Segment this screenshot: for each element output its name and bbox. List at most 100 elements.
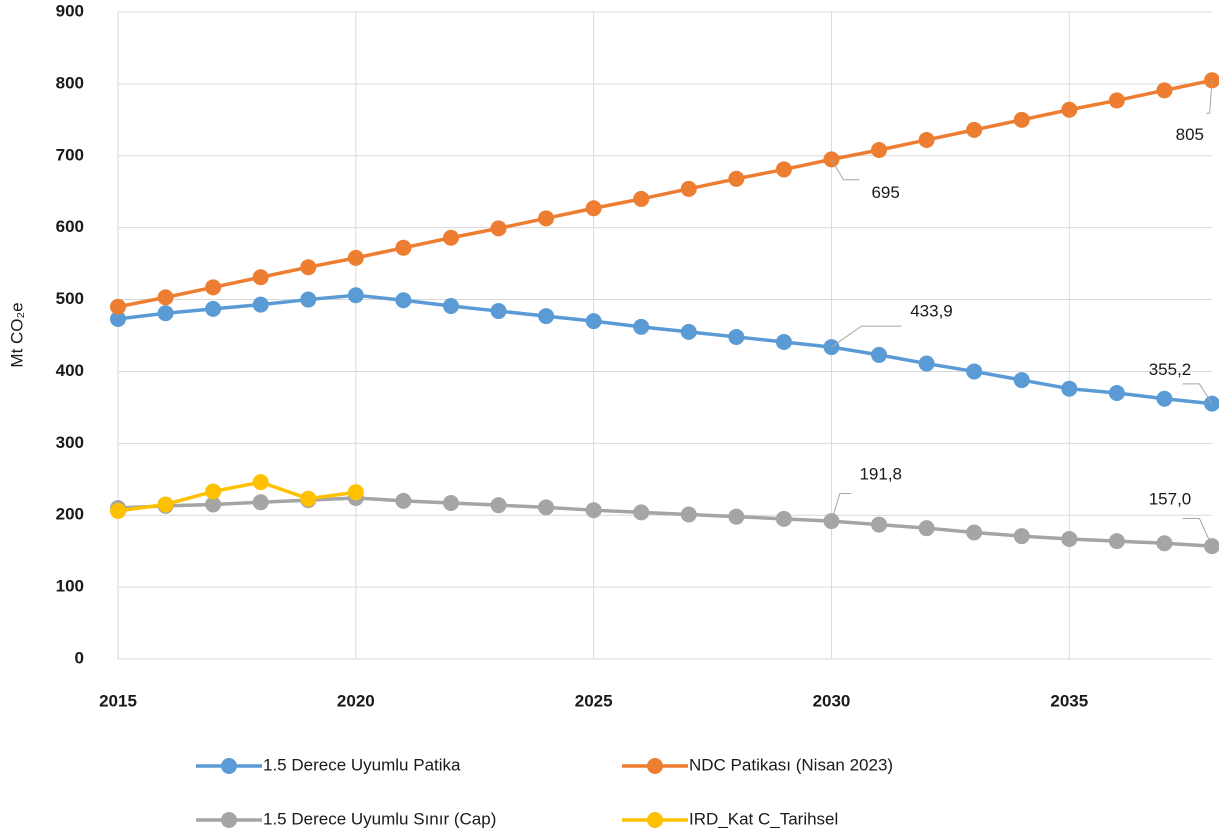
- data-point: [110, 310, 126, 327]
- label-leader: [1206, 80, 1213, 114]
- data-point: [775, 161, 792, 178]
- legend-label: 1.5 Derece Uyumlu Patika: [263, 755, 461, 774]
- data-point: [966, 121, 983, 138]
- data-point: [395, 292, 412, 309]
- data-point: [633, 190, 650, 207]
- data-point: [1013, 528, 1030, 545]
- data-label: 355,2: [1149, 360, 1192, 379]
- legend-label: IRD_Kat C_Tarihsel: [689, 809, 838, 828]
- data-point: [252, 494, 269, 511]
- y-tick-label: 800: [56, 73, 84, 92]
- legend-item: 1.5 Derece Uyumlu Patika: [196, 755, 461, 774]
- legend-marker: [221, 812, 237, 828]
- y-tick-label: 300: [56, 433, 84, 452]
- data-point: [918, 131, 935, 148]
- x-tick-label: 2015: [99, 691, 137, 710]
- legend-marker: [647, 812, 663, 828]
- data-label: 433,9: [910, 302, 953, 321]
- data-point: [157, 496, 174, 513]
- data-point: [918, 520, 935, 537]
- legend-label: NDC Patikası (Nisan 2023): [689, 755, 893, 774]
- y-tick-label: 100: [56, 577, 84, 596]
- data-point: [442, 495, 459, 512]
- y-tick-label: 0: [75, 648, 84, 667]
- data-point: [538, 308, 555, 325]
- data-point: [1061, 530, 1078, 547]
- data-point: [252, 296, 269, 313]
- data-point: [1061, 101, 1078, 118]
- label-leader: [831, 159, 860, 181]
- data-point: [252, 474, 269, 491]
- data-point: [633, 504, 650, 521]
- data-point: [157, 289, 174, 306]
- data-point: [728, 328, 745, 345]
- label-leader: [830, 493, 852, 522]
- x-tick-label: 2025: [575, 691, 613, 710]
- data-point: [300, 490, 317, 507]
- data-point: [680, 506, 697, 523]
- data-point: [205, 300, 222, 317]
- data-point: [680, 323, 697, 340]
- data-point: [205, 483, 222, 500]
- data-point: [1013, 372, 1030, 389]
- data-point: [680, 180, 697, 197]
- data-point: [347, 287, 364, 304]
- data-point: [728, 508, 745, 525]
- data-point: [490, 497, 507, 514]
- legend-marker: [221, 758, 237, 774]
- data-point: [442, 298, 459, 315]
- y-tick-label: 200: [56, 505, 84, 524]
- x-tick-label: 2030: [813, 691, 851, 710]
- data-point: [1108, 533, 1125, 550]
- data-label: 191,8: [859, 465, 902, 484]
- data-point: [775, 333, 792, 350]
- data-point: [347, 249, 364, 266]
- data-point: [395, 492, 412, 509]
- data-point: [1013, 111, 1030, 128]
- data-point: [633, 318, 650, 335]
- legend-marker: [647, 758, 663, 774]
- y-tick-label: 700: [56, 145, 84, 164]
- data-point: [918, 355, 935, 372]
- data-point: [966, 363, 983, 380]
- data-point: [585, 313, 602, 330]
- data-point: [871, 516, 888, 533]
- label-leader: [1182, 383, 1213, 404]
- series-line: [117, 78, 1213, 309]
- data-point: [585, 200, 602, 217]
- data-point: [157, 305, 174, 322]
- data-point: [110, 298, 126, 315]
- data-label: 805: [1176, 125, 1204, 144]
- data-label: 695: [871, 183, 899, 202]
- data-point: [871, 142, 888, 159]
- data-point: [442, 229, 459, 246]
- data-point: [205, 279, 222, 296]
- legend-item: IRD_Kat C_Tarihsel: [622, 809, 838, 828]
- x-tick-label: 2020: [337, 691, 375, 710]
- series-line: [117, 293, 1213, 406]
- label-leader: [831, 325, 902, 348]
- legend: 1.5 Derece Uyumlu Patika NDC Patikası (Ni…: [196, 755, 893, 828]
- x-tick-label: 2035: [1050, 691, 1088, 710]
- series-line: [117, 496, 1213, 548]
- y-tick-label: 600: [56, 217, 84, 236]
- data-point: [300, 291, 317, 308]
- y-tick-label: 900: [56, 1, 84, 20]
- data-point: [395, 239, 412, 256]
- data-point: [871, 346, 888, 363]
- data-point: [1108, 385, 1125, 402]
- data-point: [1156, 535, 1173, 552]
- legend-item: NDC Patikası (Nisan 2023): [622, 755, 893, 774]
- data-point: [775, 510, 792, 527]
- data-point: [110, 502, 126, 519]
- data-point: [300, 259, 317, 276]
- data-point: [347, 484, 364, 501]
- data-point: [490, 303, 507, 320]
- label-leader: [1182, 518, 1213, 547]
- data-point: [1108, 92, 1125, 109]
- data-point: [205, 496, 222, 513]
- data-point: [1061, 380, 1078, 397]
- data-point: [252, 269, 269, 286]
- legend-label: 1.5 Derece Uyumlu Sınır (Cap): [263, 809, 496, 828]
